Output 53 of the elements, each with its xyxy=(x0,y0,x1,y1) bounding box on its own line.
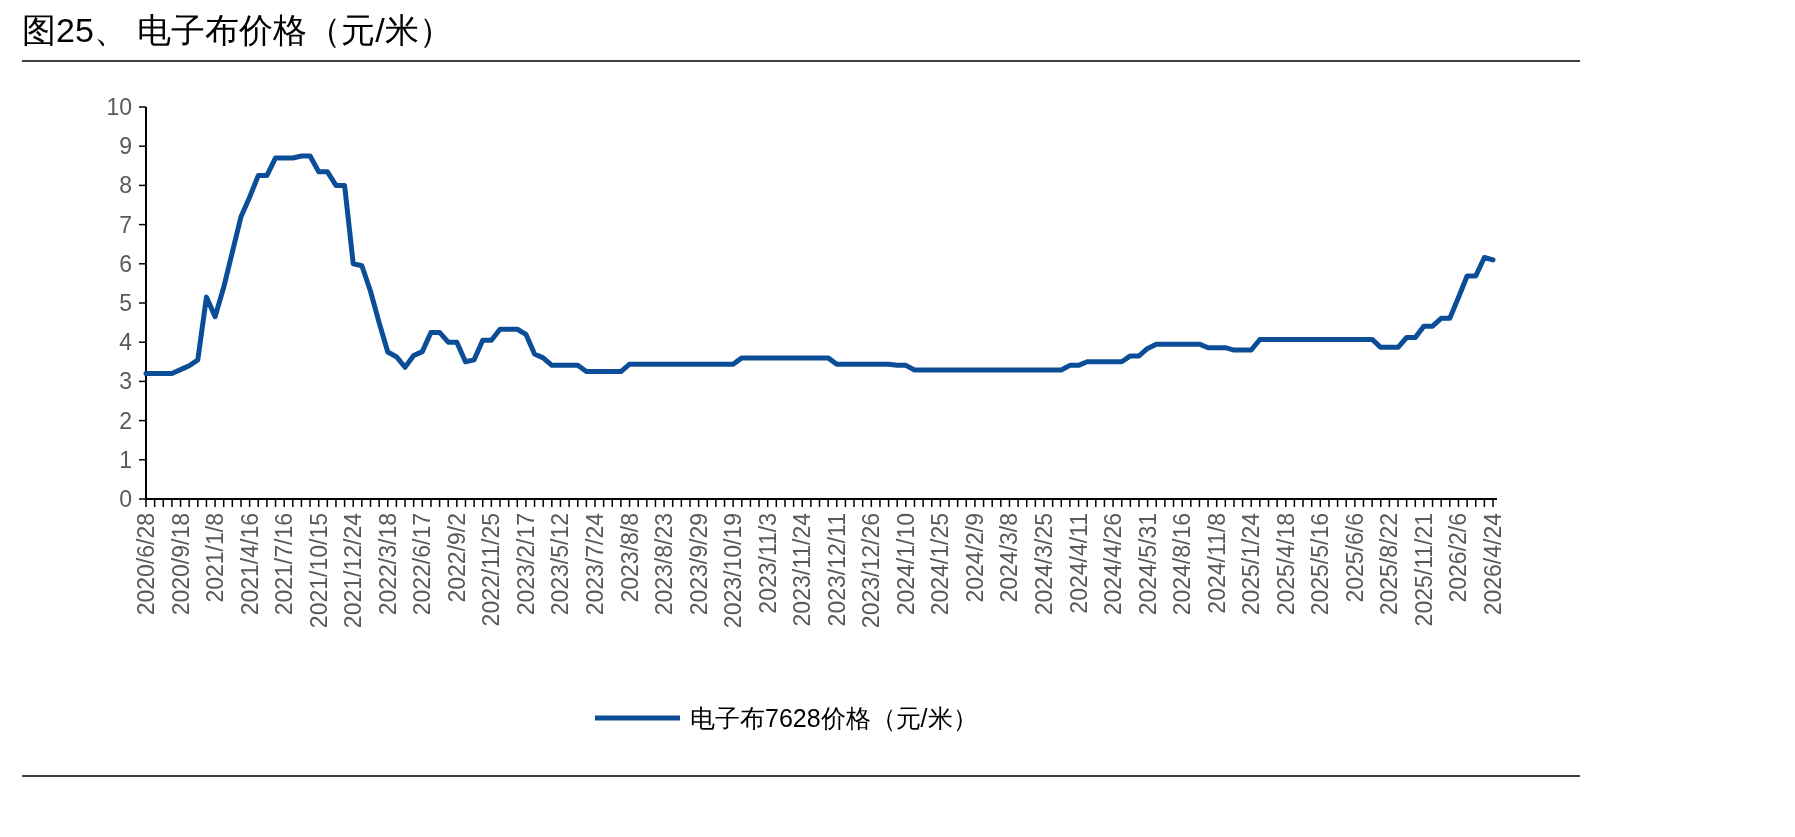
y-tick-label: 10 xyxy=(106,94,132,120)
x-tick-label: 2023/12/26 xyxy=(858,513,885,629)
y-tick-label: 6 xyxy=(119,250,132,277)
x-tick-label: 2024/11/8 xyxy=(1203,513,1230,614)
x-tick-label: 2026/4/24 xyxy=(1480,512,1506,616)
x-tick-label: 2025/4/18 xyxy=(1272,513,1299,616)
x-tick-label: 2026/2/6 xyxy=(1445,513,1472,603)
x-tick-label: 2023/10/19 xyxy=(720,513,747,629)
x-tick-label: 2025/5/16 xyxy=(1307,513,1334,616)
y-tick-label: 4 xyxy=(119,329,133,356)
y-tick-label: 2 xyxy=(119,407,132,434)
x-tick-label: 2024/2/9 xyxy=(961,513,988,603)
x-tick-label: 2021/7/16 xyxy=(271,513,298,616)
x-tick-label: 2024/4/26 xyxy=(1100,513,1127,616)
x-tick-label: 2024/4/11 xyxy=(1065,513,1092,614)
x-tick-label: 2024/1/25 xyxy=(927,513,954,616)
x-tick-label: 2025/8/22 xyxy=(1376,513,1403,616)
x-tick-label: 2025/11/21 xyxy=(1410,513,1437,627)
x-tick-label: 2024/1/10 xyxy=(892,513,919,616)
x-tick-label: 2023/12/11 xyxy=(823,513,850,627)
y-tick-label: 5 xyxy=(119,290,132,316)
x-tick-label: 2023/2/17 xyxy=(512,513,539,616)
x-tick-label: 2023/11/3 xyxy=(754,513,781,614)
x-tick-label: 2023/8/8 xyxy=(616,513,643,603)
x-tick-label: 2022/3/18 xyxy=(374,513,401,616)
x-tick-label: 2021/10/15 xyxy=(305,513,332,629)
x-tick-label: 2025/6/6 xyxy=(1341,513,1368,603)
x-tick-label: 2020/9/18 xyxy=(167,513,194,616)
y-tick-label: 7 xyxy=(119,211,132,238)
x-tick-label: 2023/8/23 xyxy=(651,513,678,616)
x-tick-label: 2025/1/24 xyxy=(1238,512,1265,616)
y-tick-label: 1 xyxy=(119,446,132,473)
x-tick-label: 2024/3/25 xyxy=(1031,513,1057,616)
y-tick-label: 9 xyxy=(119,133,132,160)
y-tick-label: 3 xyxy=(119,368,132,395)
x-tick-label: 2021/12/24 xyxy=(340,512,367,629)
y-tick-label: 0 xyxy=(119,486,132,512)
x-tick-label: 2020/6/28 xyxy=(133,513,159,616)
legend-label: 电子布7628价格（元/米） xyxy=(690,704,978,732)
x-tick-label: 2024/5/31 xyxy=(1134,513,1161,616)
x-tick-label: 2021/4/16 xyxy=(236,513,263,616)
chart-title: 图25、 电子布价格（元/米） xyxy=(22,11,453,49)
x-tick-label: 2022/9/2 xyxy=(443,513,470,603)
x-tick-label: 2022/11/25 xyxy=(478,513,505,627)
x-tick-label: 2023/9/29 xyxy=(685,513,712,616)
x-tick-label: 2022/6/17 xyxy=(409,513,436,616)
y-tick-label: 8 xyxy=(119,172,132,199)
x-tick-label: 2024/8/16 xyxy=(1169,513,1196,616)
x-tick-label: 2021/1/8 xyxy=(202,513,229,603)
x-tick-label: 2023/5/12 xyxy=(547,513,574,616)
x-tick-label: 2023/11/24 xyxy=(789,512,816,627)
x-tick-label: 2023/7/24 xyxy=(582,512,608,616)
x-tick-label: 2024/3/8 xyxy=(996,513,1023,603)
